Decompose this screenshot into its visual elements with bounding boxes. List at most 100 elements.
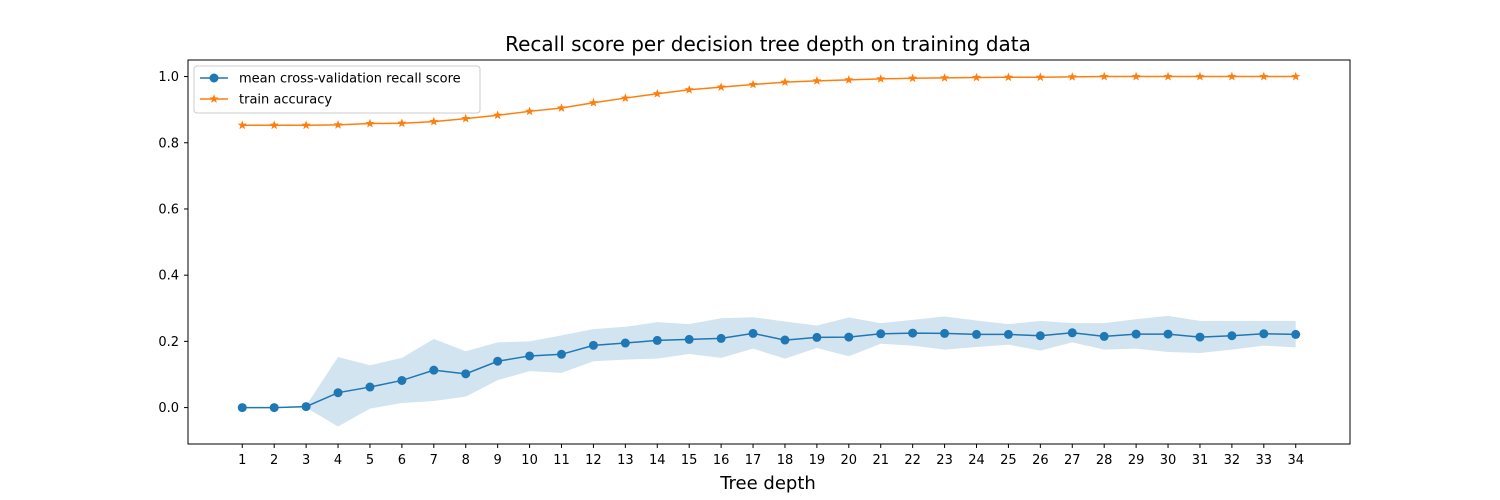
train-accuracy-point — [1131, 71, 1141, 81]
x-tick-label: 30 — [1160, 453, 1177, 468]
cv-recall-point — [1163, 329, 1173, 339]
x-tick-label: 15 — [681, 453, 698, 468]
cv-recall-point — [1291, 329, 1301, 339]
train-accuracy-point — [1067, 72, 1077, 81]
cv-recall-point — [812, 332, 822, 342]
cv-recall-point — [1003, 329, 1013, 339]
x-tick-label: 33 — [1256, 453, 1273, 468]
cv-recall-point — [1035, 331, 1045, 341]
x-tick-label: 14 — [649, 453, 666, 468]
cv-recall-point — [620, 338, 630, 348]
train-accuracy-point — [652, 88, 662, 98]
train-accuracy-point — [1227, 71, 1237, 81]
x-tick-label: 1 — [238, 453, 246, 468]
x-tick-label: 22 — [904, 453, 921, 468]
train-accuracy-point — [748, 79, 758, 89]
cv-recall-point — [557, 349, 566, 359]
cv-recall-point — [493, 356, 503, 366]
x-tick-label: 27 — [1064, 453, 1081, 468]
x-tick-label: 10 — [521, 453, 538, 468]
train-accuracy-point — [812, 76, 822, 85]
axes-frame — [187, 59, 1351, 445]
y-tick-label: 0.4 — [158, 269, 179, 284]
x-tick-label: 7 — [430, 453, 438, 468]
train-accuracy-point — [237, 120, 247, 130]
train-accuracy-line — [242, 75, 1296, 126]
x-tick-label: 24 — [968, 453, 985, 468]
x-tick-label: 18 — [777, 453, 794, 468]
x-tick-label: 13 — [617, 453, 634, 468]
train-accuracy-point — [1099, 71, 1109, 81]
cv-recall-point — [844, 332, 854, 342]
x-tick-label: 25 — [1000, 453, 1017, 468]
x-axis-label: Tree depth — [719, 473, 816, 494]
x-tick-label: 20 — [841, 453, 858, 468]
x-tick-label: 2 — [270, 453, 278, 468]
cv-recall-point — [429, 365, 439, 375]
train-accuracy-point — [525, 106, 535, 116]
train-accuracy-point — [844, 75, 854, 84]
train-accuracy-point — [301, 120, 311, 130]
train-accuracy-point — [1259, 71, 1269, 81]
x-tick-label: 11 — [553, 453, 570, 468]
train-accuracy-point — [876, 74, 886, 83]
train-accuracy-point — [780, 77, 790, 87]
cv-recall-point — [716, 333, 726, 343]
x-tick-label: 31 — [1192, 453, 1209, 468]
train-accuracy-point — [493, 110, 503, 120]
axis-ticks: 1 2 3 4 5 6 7 8 9 10 11 12 13 14 15 16 17 18 19 20 21 22 23 24 2… — [158, 70, 1304, 468]
cv-recall-point — [301, 402, 311, 412]
x-tick-label: 29 — [1128, 453, 1145, 468]
legend-label-cv: mean cross-validation recall score — [239, 72, 461, 87]
train-accuracy-point — [1291, 71, 1301, 81]
x-tick-label: 21 — [872, 453, 889, 468]
cv-recall-point — [972, 329, 981, 339]
x-tick-label: 19 — [809, 453, 826, 468]
x-tick-label: 26 — [1032, 453, 1049, 468]
cv-recall-point — [940, 328, 950, 338]
legend-box — [193, 65, 481, 114]
train-accuracy-point — [269, 120, 279, 130]
x-tick-label: 3 — [302, 453, 310, 468]
y-tick-label: 0.2 — [158, 335, 179, 350]
y-tick-label: 1.0 — [158, 70, 179, 85]
cv-recall-point — [333, 388, 343, 398]
x-tick-label: 4 — [334, 453, 342, 468]
cv-recall-point — [237, 403, 247, 413]
cv-recall-band — [242, 315, 1296, 427]
cv-recall-point — [269, 403, 279, 413]
x-tick-label: 5 — [366, 453, 374, 468]
x-tick-label: 28 — [1096, 453, 1113, 468]
train-accuracy-point — [429, 116, 439, 126]
cv-recall-point — [1067, 328, 1077, 338]
x-tick-label: 23 — [936, 453, 953, 468]
cv-recall-line — [242, 332, 1296, 409]
train-accuracy-point — [940, 73, 950, 82]
x-tick-label: 8 — [462, 453, 470, 468]
x-tick-label: 6 — [398, 453, 406, 468]
train-accuracy-point — [1035, 72, 1045, 82]
train-accuracy-point — [333, 120, 343, 129]
legend-label-train: train accuracy — [239, 93, 332, 108]
train-accuracy-point — [1163, 71, 1173, 81]
train-accuracy-point — [620, 93, 630, 102]
train-accuracy-point — [588, 97, 598, 107]
chart-title: Recall score per decision tree depth on … — [505, 32, 1031, 56]
cv-recall-point — [1227, 331, 1237, 341]
legend-marker-cv — [209, 73, 219, 83]
cv-recall-point — [365, 382, 375, 392]
y-tick-label: 0.0 — [158, 401, 179, 416]
cv-recall-point — [397, 375, 407, 385]
cv-recall-point — [652, 335, 662, 345]
train-accuracy-point — [716, 82, 726, 92]
x-tick-label: 9 — [494, 453, 502, 468]
cv-recall-point — [1131, 329, 1141, 339]
cv-recall-point — [525, 351, 535, 361]
cv-recall-point — [1099, 331, 1109, 341]
train-accuracy-point — [556, 103, 567, 112]
cv-recall-point — [588, 340, 598, 350]
cv-recall-point — [780, 335, 790, 345]
x-tick-label: 12 — [585, 453, 602, 468]
cv-recall-point — [748, 328, 758, 338]
train-accuracy-point — [971, 72, 982, 82]
